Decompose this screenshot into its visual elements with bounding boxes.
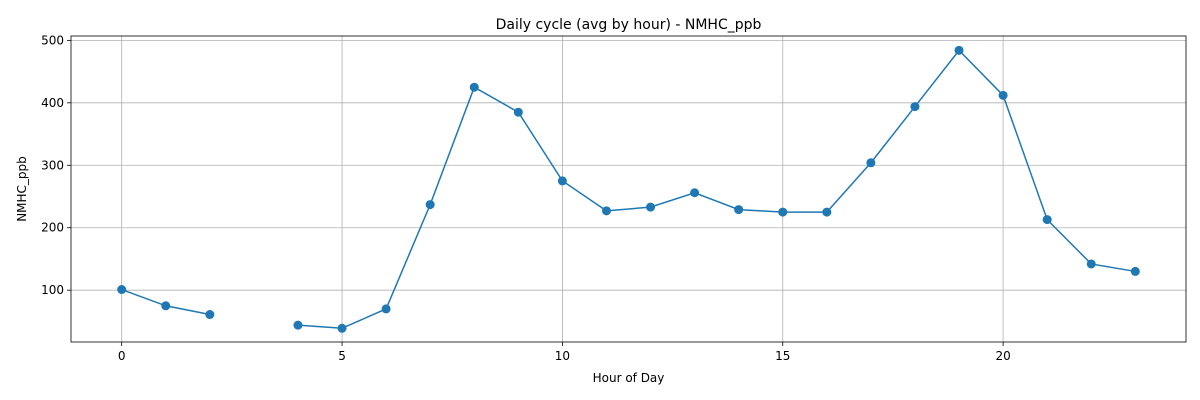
data-point: [778, 207, 788, 217]
data-point: [425, 200, 435, 210]
data-point: [734, 205, 744, 215]
data-point: [513, 107, 523, 117]
grid: [71, 36, 1186, 342]
x-tick-label: 5: [338, 349, 346, 363]
data-point: [293, 320, 303, 330]
data-point: [601, 206, 611, 216]
data-point: [954, 45, 964, 55]
data-point: [1042, 215, 1052, 225]
data-point: [822, 207, 832, 217]
y-tick-label: 400: [41, 96, 64, 110]
data-point: [998, 90, 1008, 100]
y-tick-label: 200: [41, 221, 64, 235]
y-tick-label: 100: [41, 283, 64, 297]
data-point: [910, 102, 920, 112]
data-point: [557, 176, 567, 186]
data-point: [205, 310, 215, 320]
y-tick-label: 500: [41, 33, 64, 47]
data-point: [1130, 266, 1140, 276]
data-point: [646, 202, 656, 212]
x-tick-label: 20: [995, 349, 1010, 363]
data-point: [1086, 259, 1096, 269]
x-tick-label: 0: [118, 349, 126, 363]
x-tick-label: 15: [775, 349, 790, 363]
plot-frame: [70, 35, 1187, 343]
y-axis: 100 200 300 400 500: [41, 33, 71, 297]
data-point: [469, 82, 479, 92]
data-point: [690, 188, 700, 198]
data-point: [161, 301, 171, 311]
chart-title: Daily cycle (avg by hour) - NMHC_ppb: [496, 17, 762, 33]
y-axis-label: NMHC_ppb: [15, 156, 29, 222]
series-nmhc: [117, 45, 1140, 333]
data-point: [381, 304, 391, 314]
x-axis-label: Hour of Day: [593, 371, 665, 385]
series-line-segment: [297, 49, 1136, 330]
data-point: [337, 323, 347, 333]
x-tick-label: 10: [555, 349, 570, 363]
y-tick-label: 300: [41, 158, 64, 172]
data-point: [866, 158, 876, 168]
x-axis: 0 5 10 15 20: [118, 342, 1011, 363]
data-point: [117, 285, 127, 295]
